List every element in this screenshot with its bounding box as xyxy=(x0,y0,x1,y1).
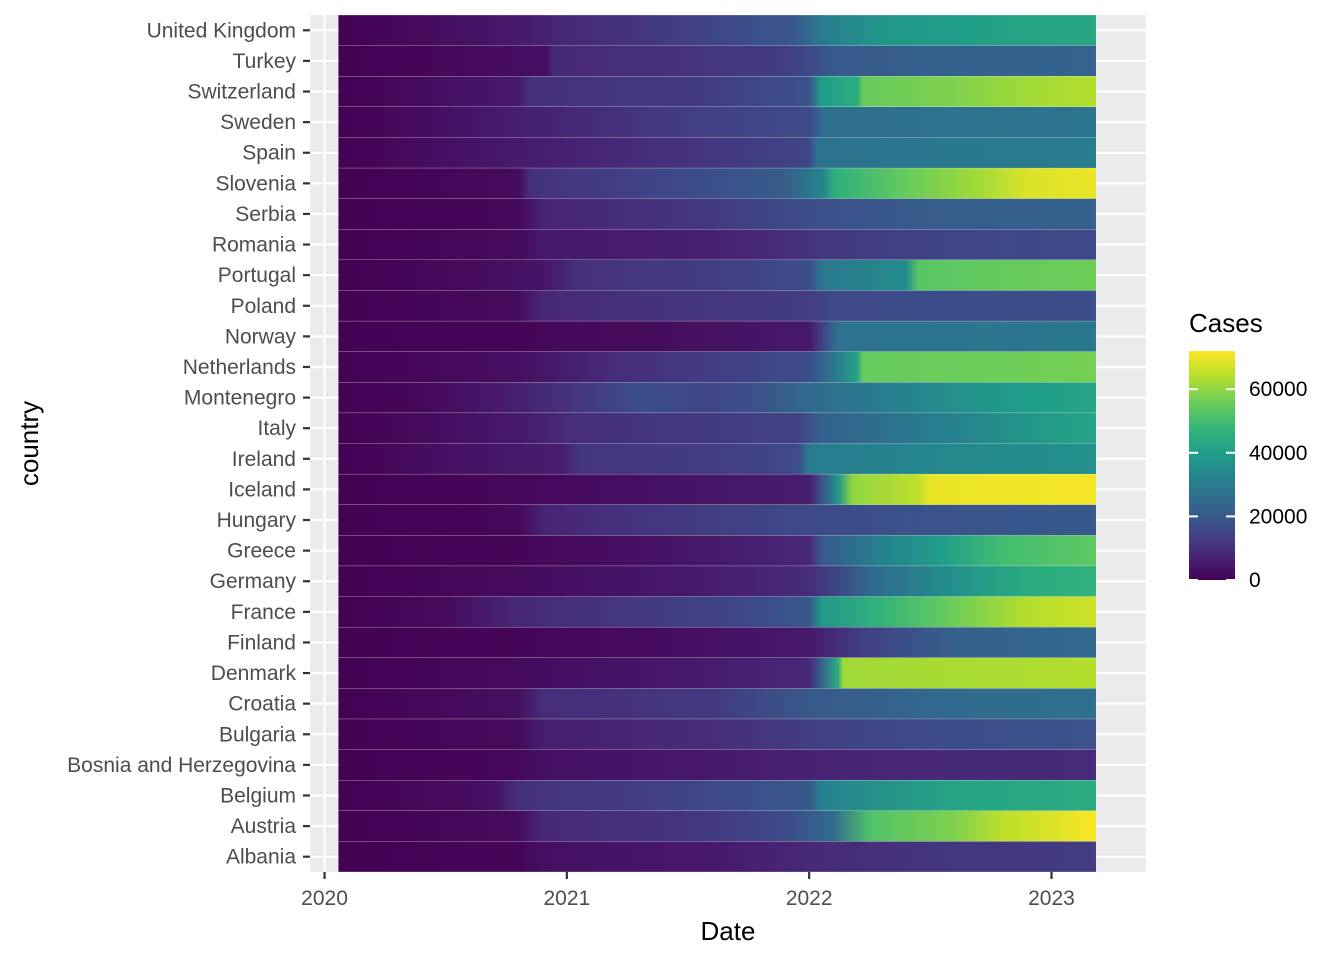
y-tick-label: Ireland xyxy=(232,448,296,471)
color-legend: Cases 0 20000 40000 60000 xyxy=(1189,308,1307,592)
legend-tick-label: 20000 xyxy=(1249,505,1307,528)
x-tick-label: 2020 xyxy=(301,887,348,910)
x-tick-label: 2021 xyxy=(543,887,590,910)
heat-row-netherlands xyxy=(338,351,1096,383)
heat-row-germany xyxy=(338,566,1096,597)
y-tick-label: Bulgaria xyxy=(219,723,296,746)
heat-row-romania xyxy=(338,229,1096,260)
heat-row-belgium xyxy=(338,780,1096,811)
heat-row-greece xyxy=(338,535,1096,566)
y-tick-label: Albania xyxy=(226,846,296,869)
heat-row-bulgaria xyxy=(338,719,1096,750)
heat-row-spain xyxy=(338,137,1096,168)
heat-row-austria xyxy=(338,810,1096,842)
y-tick-label: Switzerland xyxy=(187,81,296,104)
heat-row-france xyxy=(338,596,1096,627)
y-tick-label: Sweden xyxy=(220,111,296,134)
heat-row-slovenia xyxy=(338,168,1096,199)
heat-row-bosnia-and-herzegovina xyxy=(338,749,1096,781)
x-axis-title: Date xyxy=(701,916,756,946)
y-tick-label: Netherlands xyxy=(183,356,296,379)
y-tick-label: Croatia xyxy=(228,693,296,716)
heat-row-switzerland xyxy=(338,76,1096,107)
heat-row-ireland xyxy=(338,443,1096,474)
heat-row-italy xyxy=(338,413,1096,444)
heatmap-tiles xyxy=(338,15,1096,872)
heat-row-albania xyxy=(338,841,1096,872)
x-tick-label: 2022 xyxy=(786,887,833,910)
y-tick-label: Poland xyxy=(231,295,296,318)
y-tick-label: Portugal xyxy=(218,264,296,287)
y-tick-label: Finland xyxy=(227,631,296,654)
x-tick-label: 2023 xyxy=(1028,887,1075,910)
legend-tick-label: 60000 xyxy=(1249,378,1307,401)
y-tick-label: Iceland xyxy=(228,478,296,501)
y-tick-label: Denmark xyxy=(211,662,297,685)
legend-title: Cases xyxy=(1189,308,1263,338)
y-tick-label: Slovenia xyxy=(215,172,296,195)
x-axis: 2020 2021 2022 2023 xyxy=(301,872,1075,910)
y-axis: United Kingdom Turkey Switzerland Sweden Spa… xyxy=(67,19,310,869)
heat-row-hungary xyxy=(338,504,1096,536)
heat-row-montenegro xyxy=(338,382,1096,413)
heat-row-portugal xyxy=(338,260,1096,291)
y-tick-label: Italy xyxy=(257,417,296,440)
heat-row-finland xyxy=(338,627,1096,658)
legend-colorbar xyxy=(1189,351,1235,580)
y-tick-label: Montenegro xyxy=(184,387,296,410)
heat-row-norway xyxy=(338,321,1096,352)
legend-tick-label: 40000 xyxy=(1249,442,1307,465)
heat-row-poland xyxy=(338,290,1096,321)
y-tick-label: France xyxy=(231,601,296,624)
y-tick-label: Serbia xyxy=(235,203,296,226)
y-tick-label: United Kingdom xyxy=(147,19,296,42)
y-tick-label: Spain xyxy=(242,142,296,165)
y-tick-label: Belgium xyxy=(220,784,296,807)
y-tick-label: Hungary xyxy=(217,509,297,532)
heat-row-turkey xyxy=(338,45,1096,77)
y-tick-label: Germany xyxy=(210,570,297,593)
y-tick-label: Norway xyxy=(225,325,297,348)
y-tick-label: Turkey xyxy=(233,50,297,73)
legend-ticks: 0 20000 40000 60000 xyxy=(1189,378,1307,592)
y-tick-label: Greece xyxy=(227,540,296,563)
heat-row-croatia xyxy=(338,688,1096,719)
legend-tick-label: 0 xyxy=(1249,569,1261,592)
y-axis-title: country xyxy=(14,401,44,486)
heat-row-denmark xyxy=(338,657,1096,689)
y-tick-label: Romania xyxy=(212,234,296,257)
heat-row-iceland xyxy=(338,474,1096,505)
heat-row-united-kingdom xyxy=(338,15,1096,46)
heat-row-sweden xyxy=(338,106,1096,138)
heat-row-serbia xyxy=(338,198,1096,230)
y-tick-label: Bosnia and Herzegovina xyxy=(67,754,296,777)
y-tick-label: Austria xyxy=(231,815,297,838)
